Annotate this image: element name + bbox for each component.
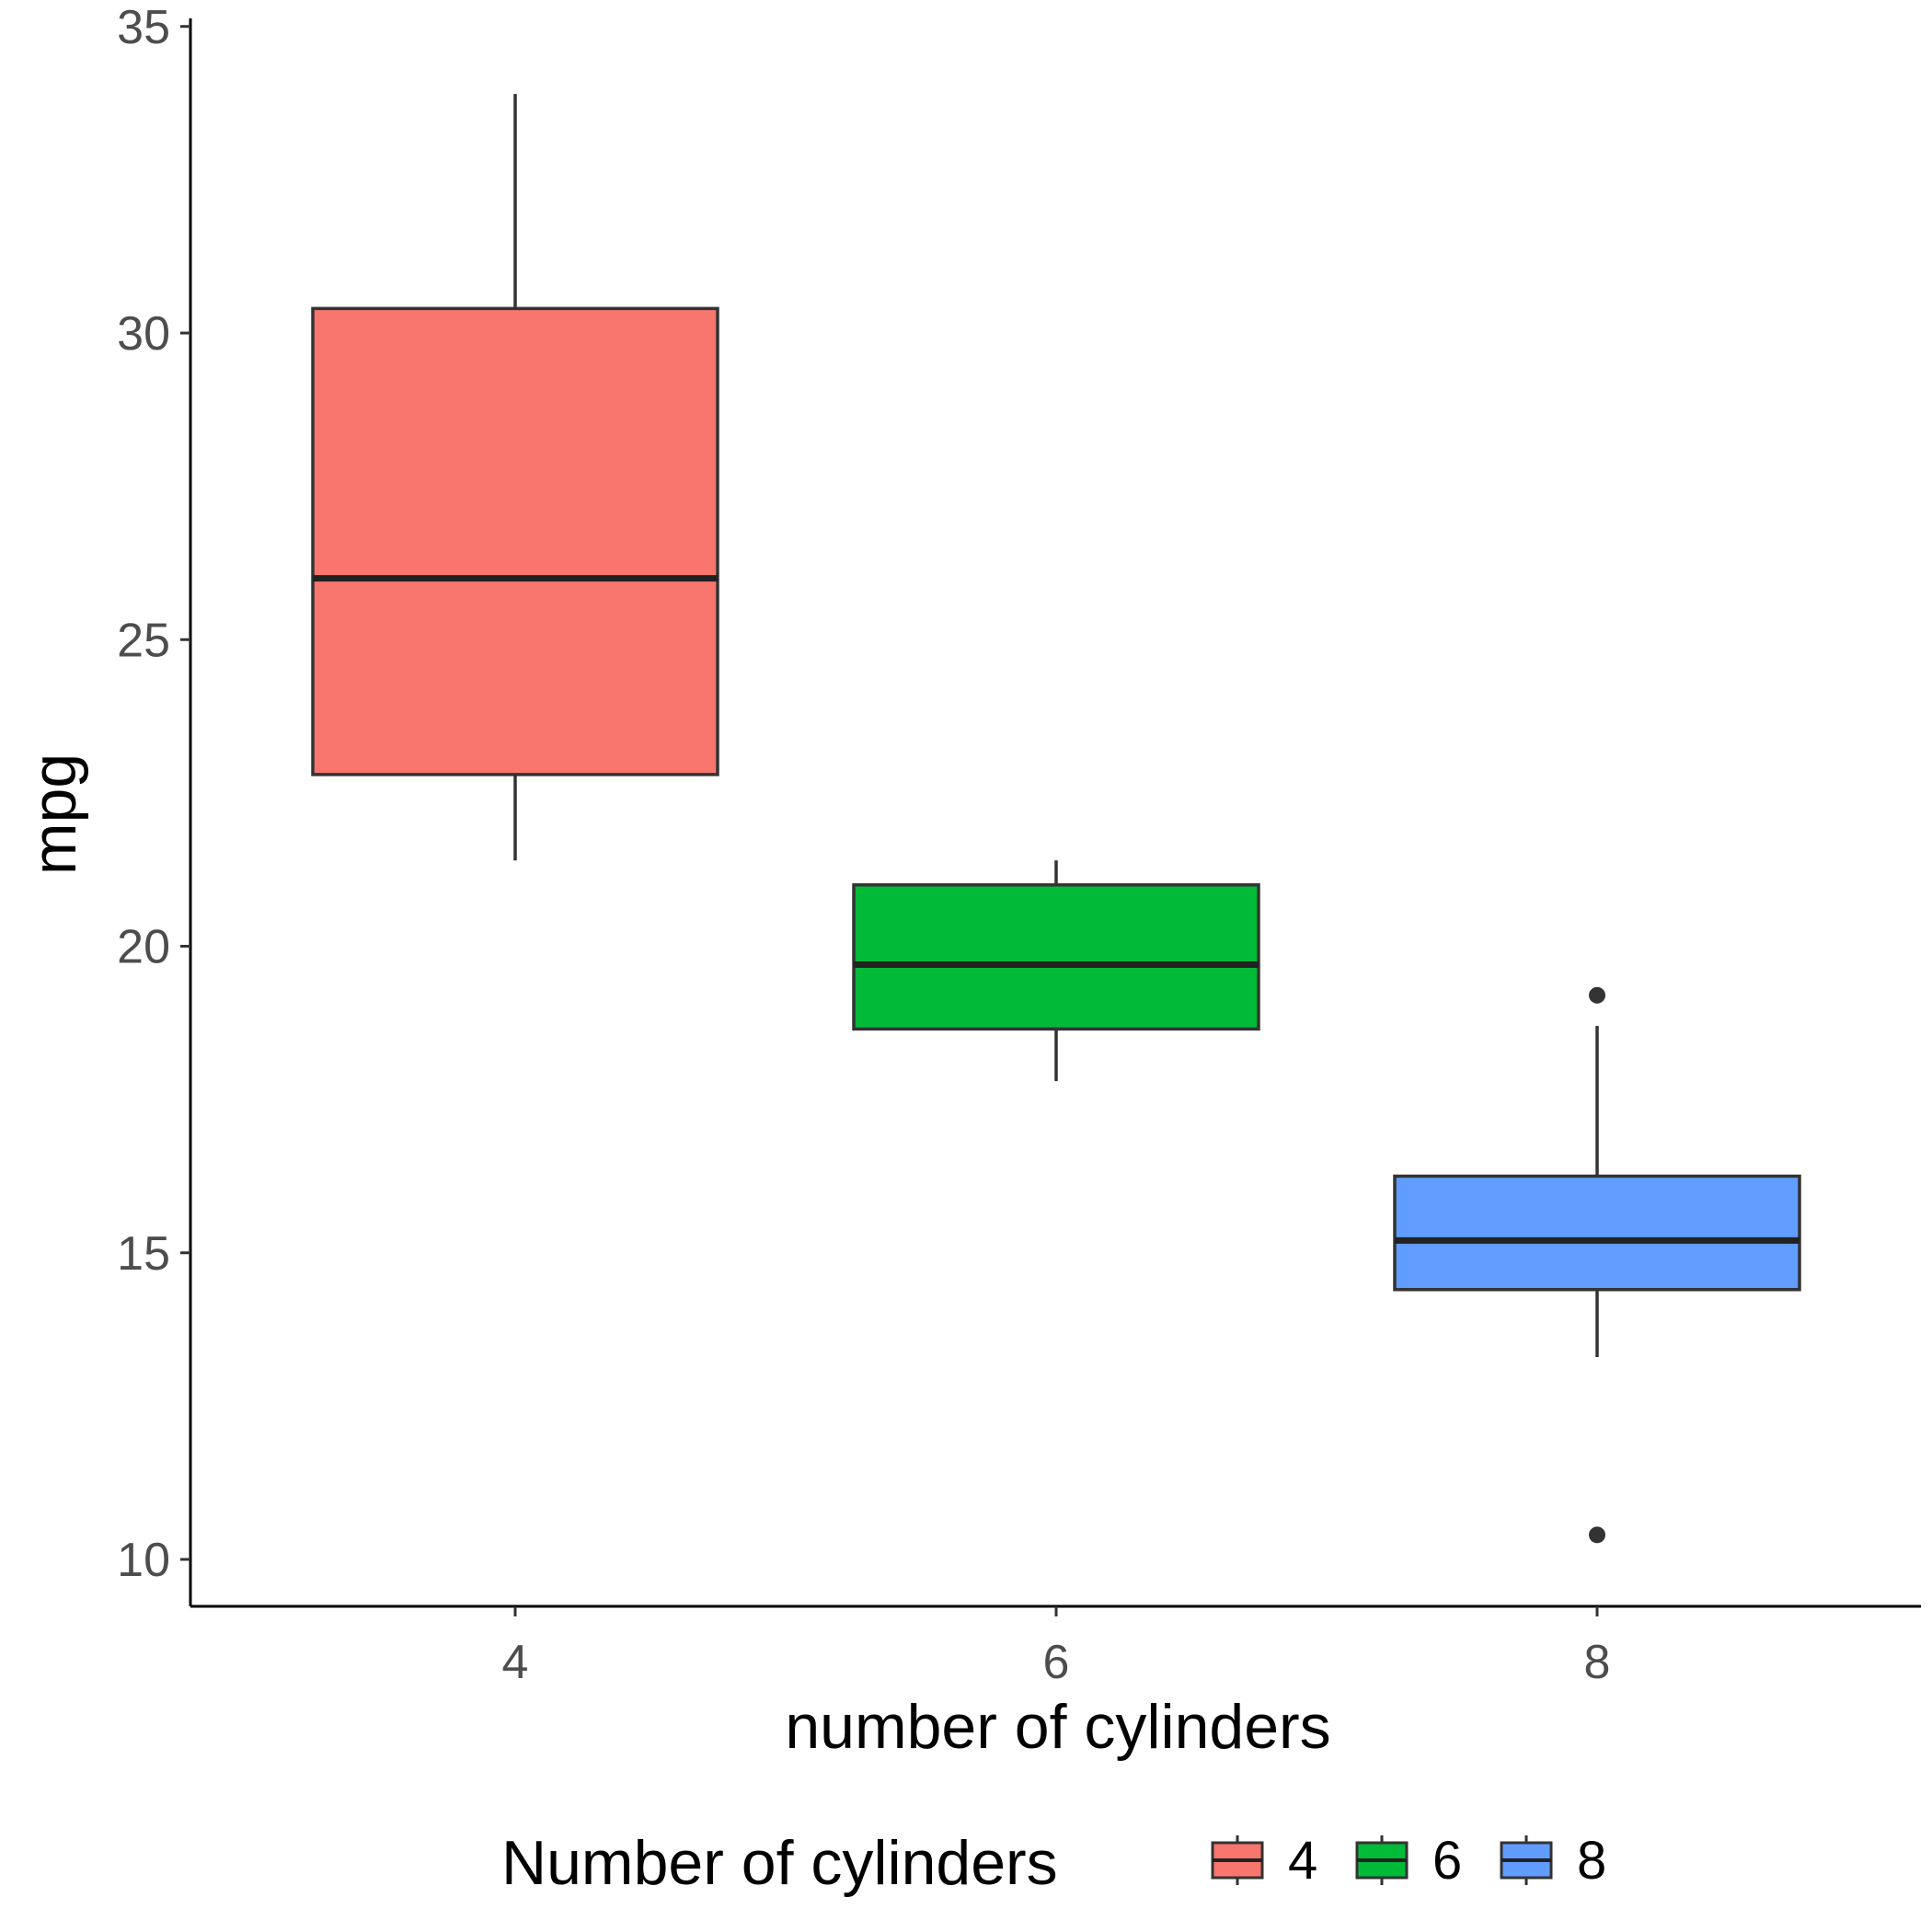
y-tick-label: 25 xyxy=(117,614,170,667)
legend-entries: 4 6 8 xyxy=(1211,1831,1606,1891)
legend-label: 4 xyxy=(1288,1831,1317,1891)
x-tick-label: 6 xyxy=(1043,1636,1070,1689)
box-rect xyxy=(311,306,719,776)
y-tick-label: 10 xyxy=(117,1534,170,1587)
legend-label: 8 xyxy=(1577,1831,1606,1891)
y-tick-label: 15 xyxy=(117,1227,170,1281)
y-tick-label: 35 xyxy=(117,1,170,54)
box-group-6 xyxy=(852,860,1260,1082)
legend-entry-4: 4 xyxy=(1211,1831,1317,1891)
boxes xyxy=(311,94,1801,1544)
legend-entry-8: 8 xyxy=(1500,1831,1606,1891)
box-group-8 xyxy=(1393,986,1801,1544)
outlier-point xyxy=(1589,1526,1605,1544)
legend-title: Number of cylinders xyxy=(501,1828,1058,1898)
axes: 10 15 20 25 30 35 4 6 8 xyxy=(117,1,1921,1689)
box-rect xyxy=(852,883,1260,1031)
box-group-4 xyxy=(311,94,719,861)
legend-entry-6: 6 xyxy=(1355,1831,1462,1891)
y-axis-title: mpg xyxy=(19,753,89,875)
legend-label: 6 xyxy=(1432,1831,1462,1891)
y-tick-label: 20 xyxy=(117,921,170,974)
y-tick-label: 30 xyxy=(117,307,170,361)
x-tick-label: 8 xyxy=(1584,1636,1611,1689)
x-tick-label: 4 xyxy=(502,1636,529,1689)
x-axis-title: number of cylinders xyxy=(785,1692,1330,1762)
outlier-point xyxy=(1589,986,1605,1004)
box-rect xyxy=(1393,1174,1801,1292)
legend: Number of cylinders 4 6 8 xyxy=(501,1828,1606,1898)
